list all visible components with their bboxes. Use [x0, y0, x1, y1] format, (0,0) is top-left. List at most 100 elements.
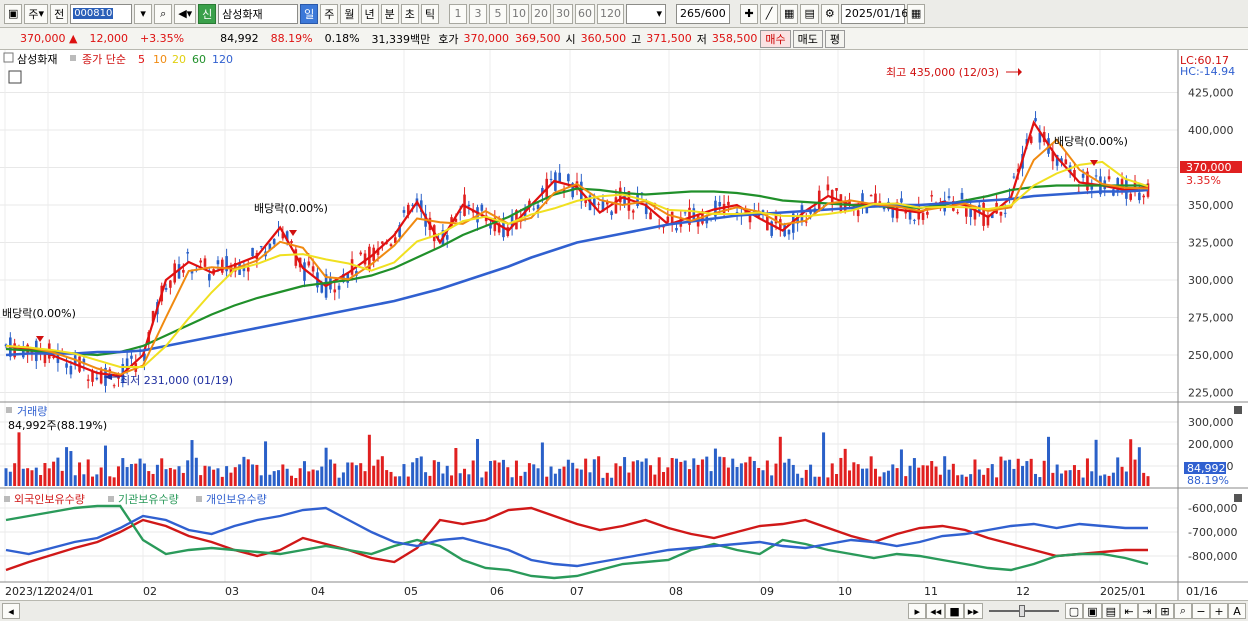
- count-field[interactable]: 265/600: [676, 3, 731, 24]
- avg-button[interactable]: 평: [824, 29, 846, 48]
- ask-price: 370,000: [463, 32, 510, 45]
- tab-minute[interactable]: 분: [380, 3, 399, 24]
- period-type-select[interactable]: 주 ▾: [24, 3, 49, 24]
- tab-tick[interactable]: 틱: [420, 3, 440, 24]
- crosshair-icon[interactable]: ✚: [740, 3, 759, 24]
- tab-month[interactable]: 월: [340, 3, 359, 24]
- trade-amount: 31,339백만: [371, 32, 431, 46]
- chart-grid: [0, 50, 1178, 582]
- tab-year[interactable]: 년: [360, 3, 379, 24]
- holdings-line: [5, 506, 1148, 572]
- search-icon[interactable]: ⌕: [154, 3, 173, 24]
- current-price-tag-text: 370,000: [1186, 161, 1232, 174]
- scroll-bar[interactable]: ◂ ▸ ◂◂ ■ ▸▸ ▢ ▣ ▤ ⇤ ⇥ ⊞ ⌕ − + A: [0, 600, 1248, 621]
- save-icon[interactable]: ▤: [800, 3, 819, 24]
- chart-area[interactable]: 425,000400,000375,000350,000325,000300,0…: [0, 50, 1248, 600]
- x-axis-label: 04: [311, 585, 325, 598]
- x-axis-label: 09: [760, 585, 774, 598]
- price-y-tick: 300,000: [1188, 274, 1234, 287]
- holdings-y-tick: -600,000: [1188, 502, 1237, 515]
- interval-10[interactable]: 10: [509, 3, 530, 24]
- speaker-icon[interactable]: ◀▾: [174, 3, 197, 24]
- x-axis-label: 2023/12: [5, 585, 51, 598]
- sell-button[interactable]: 매도: [792, 29, 823, 48]
- zoom-out-icon[interactable]: −: [1192, 603, 1210, 619]
- ma-label[interactable]: 종가 단순: [82, 53, 126, 66]
- holdings-y-tick: -700,000: [1188, 526, 1237, 539]
- volume-close-icon[interactable]: [1234, 406, 1242, 414]
- tool-icon-2[interactable]: ▣: [1083, 603, 1102, 619]
- holdings-close-icon[interactable]: [1234, 494, 1242, 502]
- tool-icon-1[interactable]: ▢: [1064, 603, 1084, 619]
- code-dropdown-icon[interactable]: ▾: [134, 3, 153, 24]
- interval-30[interactable]: 30: [553, 3, 574, 24]
- grid-icon[interactable]: ▦: [780, 3, 799, 24]
- main-toolbar: ▣ 주 ▾ 전 000810 ▾ ⌕ ◀▾ 신 삼성화재 일 주 월 년 분 초 …: [0, 0, 1248, 28]
- buy-button[interactable]: 매수: [760, 29, 791, 48]
- price-y-tick: 225,000: [1188, 387, 1234, 400]
- ma-line: [5, 160, 1149, 368]
- low-price: 358,500: [711, 32, 758, 45]
- interval-120[interactable]: 120: [597, 3, 625, 24]
- calendar-icon[interactable]: ▦: [906, 3, 926, 24]
- tab-week[interactable]: 주: [320, 3, 339, 24]
- ma-line: [5, 138, 1149, 376]
- price-y-tick: 425,000: [1188, 87, 1234, 100]
- interval-20[interactable]: 20: [531, 3, 552, 24]
- high-annotation: 최고 435,000 (12/03): [886, 66, 999, 79]
- date-field[interactable]: 2025/01/16: [840, 3, 908, 24]
- volume-title[interactable]: 거래량: [17, 405, 47, 418]
- table-icon[interactable]: [8, 70, 22, 84]
- prev-button[interactable]: 전: [50, 3, 69, 24]
- interval-60[interactable]: 60: [575, 3, 596, 24]
- pane-title[interactable]: 삼성화재: [17, 53, 57, 66]
- x-axis-label: 08: [669, 585, 683, 598]
- tool-icon-4[interactable]: ⇤: [1120, 603, 1138, 619]
- scroll-left-icon[interactable]: ◂: [2, 603, 20, 619]
- quote-bar: 370,000 ▲ 12,000 +3.35% 84,992 88.19% 0.…: [0, 28, 1248, 50]
- window-menu-icon[interactable]: ▣: [4, 3, 23, 24]
- zoom-in-icon[interactable]: ⌕: [1174, 603, 1192, 619]
- sin-badge[interactable]: 신: [198, 3, 217, 24]
- fast-forward-icon[interactable]: ▸▸: [963, 603, 983, 619]
- x-axis-label: 12: [1016, 585, 1030, 598]
- ma-10-label: 10: [153, 53, 167, 66]
- zoom-slider[interactable]: [988, 605, 1059, 617]
- rewind-icon[interactable]: ◂◂: [926, 603, 946, 619]
- x-axis-label: 11: [924, 585, 938, 598]
- stop-icon[interactable]: ■: [945, 603, 964, 619]
- tool-icon-6[interactable]: ⊞: [1156, 603, 1174, 619]
- hc-label: HC:-14.94: [1180, 65, 1235, 78]
- ma-20-label: 20: [172, 53, 186, 66]
- high-price: 371,500: [646, 32, 692, 45]
- foreign-holdings-label[interactable]: 외국인보유수량: [14, 493, 85, 506]
- ma-line: [5, 188, 1149, 357]
- scroll-right-icon[interactable]: ▸: [908, 603, 927, 619]
- volume-y-tick: 300,000: [1188, 416, 1234, 429]
- current-price-tag: [1180, 161, 1242, 173]
- x-axis-label: 2024/01: [48, 585, 94, 598]
- x-axis-label: 10: [838, 585, 852, 598]
- tool-icon-3[interactable]: ▤: [1101, 603, 1120, 619]
- price-y-tick: 350,000: [1188, 199, 1234, 212]
- tab-second[interactable]: 초: [400, 3, 419, 24]
- institution-holdings-label[interactable]: 기관보유수량: [118, 493, 179, 506]
- current-pct-tag: 3.35%: [1186, 174, 1221, 187]
- tool-icon-5[interactable]: ⇥: [1138, 603, 1156, 619]
- plus-icon[interactable]: +: [1210, 603, 1228, 619]
- holdings-line: [5, 504, 1149, 580]
- interval-custom-select[interactable]: ▾: [626, 3, 667, 24]
- individual-holdings-label[interactable]: 개인보유수량: [206, 493, 267, 506]
- tab-day[interactable]: 일: [300, 3, 319, 24]
- draw-tool-icon[interactable]: ╱: [760, 3, 779, 24]
- stock-code-input[interactable]: 000810: [70, 3, 133, 24]
- moving-average-lines: [5, 119, 1149, 378]
- font-icon[interactable]: A: [1228, 603, 1246, 619]
- gear-icon[interactable]: ⚙: [820, 3, 839, 24]
- interval-1[interactable]: 1: [449, 3, 468, 24]
- interval-3[interactable]: 3: [469, 3, 488, 24]
- stock-name-field[interactable]: 삼성화재: [218, 3, 299, 24]
- ma-120-label: 120: [212, 53, 233, 66]
- interval-5[interactable]: 5: [489, 3, 508, 24]
